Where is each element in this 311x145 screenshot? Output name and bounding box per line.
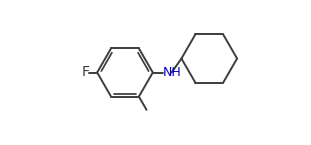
Text: F: F (81, 66, 89, 79)
Text: NH: NH (163, 66, 182, 79)
